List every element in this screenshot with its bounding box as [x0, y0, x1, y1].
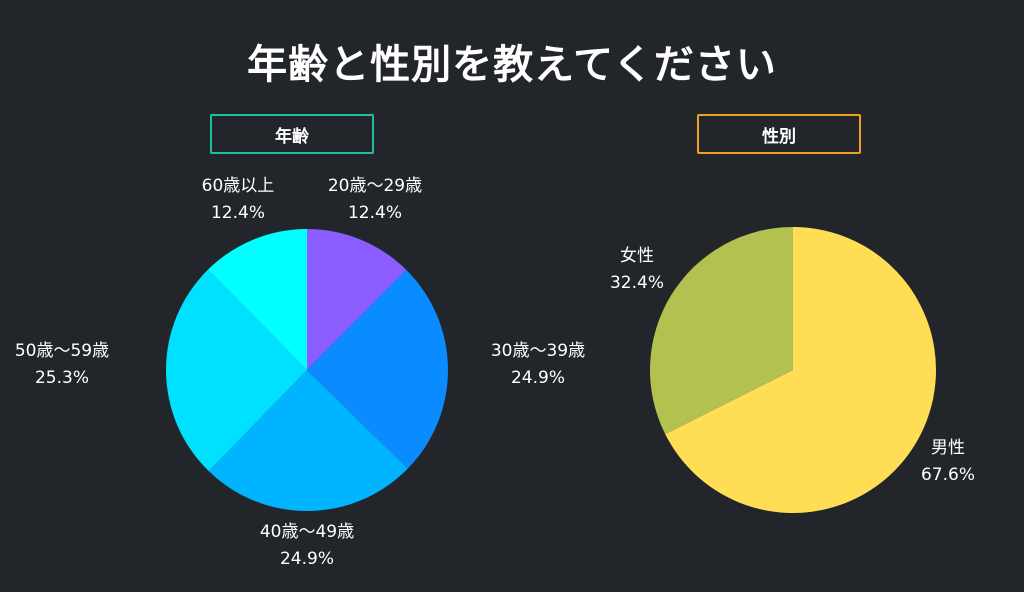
gender-slice-1: [649, 227, 793, 435]
gender-percent-label-1: 32.4%: [610, 273, 664, 293]
gender-percent-label-0: 67.6%: [921, 465, 975, 485]
age-category-label-2: 40歳〜49歳: [260, 522, 354, 542]
age-category-label-4: 60歳以上: [202, 176, 275, 196]
age-chart-title: 年齢: [210, 114, 374, 154]
age-percent-label-1: 24.9%: [511, 368, 565, 388]
gender-category-label-0: 男性: [931, 438, 965, 458]
gender-slice-0: [665, 227, 936, 513]
age-slice-4: [207, 229, 307, 370]
age-percent-label-0: 12.4%: [348, 203, 402, 223]
age-percent-label-2: 24.9%: [280, 549, 334, 569]
gender-category-label-1: 女性: [620, 246, 654, 266]
page-title: 年齢と性別を教えてください: [247, 42, 777, 88]
gender-chart-title-text: 性別: [762, 126, 796, 147]
age-category-label-0: 20歳〜29歳: [328, 176, 422, 196]
age-slice-0: [307, 229, 407, 370]
age-slice-3: [165, 269, 307, 472]
age-slice-2: [208, 370, 408, 512]
age-slice-1: [307, 269, 448, 469]
age-percent-label-4: 12.4%: [211, 203, 265, 223]
age-percent-label-3: 25.3%: [35, 368, 89, 388]
age-chart-title-text: 年齢: [275, 126, 309, 147]
gender-chart-title: 性別: [697, 114, 861, 154]
age-category-label-1: 30歳〜39歳: [491, 341, 585, 361]
age-category-label-3: 50歳〜59歳: [15, 341, 109, 361]
